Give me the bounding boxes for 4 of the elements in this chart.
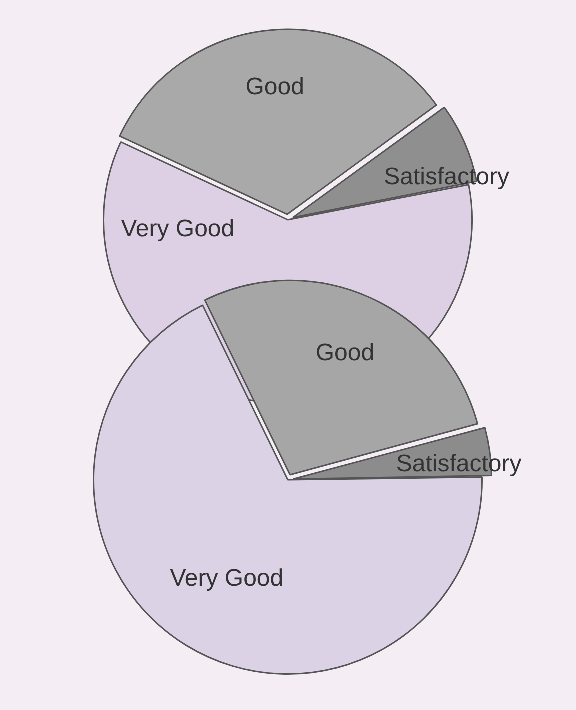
slice-label: Good — [246, 74, 304, 101]
slice-label: Very Good — [121, 216, 235, 243]
slice-label: Very Good — [170, 564, 284, 592]
slice-label: Good — [316, 339, 375, 366]
